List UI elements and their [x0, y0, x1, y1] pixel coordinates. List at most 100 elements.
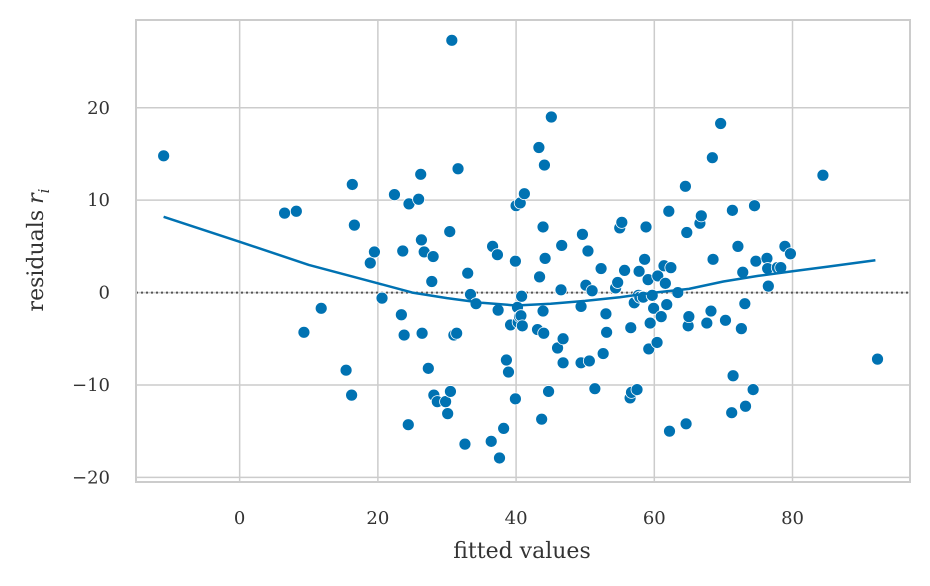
scatter-point	[556, 332, 570, 346]
scatter-point	[704, 304, 718, 318]
scatter-point	[596, 347, 610, 360]
scatter-point	[784, 247, 797, 261]
scatter-point	[748, 199, 761, 213]
scatter-point	[749, 254, 763, 268]
scatter-point	[415, 326, 429, 340]
x-tick-label: 80	[781, 508, 804, 529]
scatter-point	[650, 336, 664, 349]
scatter-point	[700, 316, 714, 330]
scatter-point	[401, 418, 415, 432]
plot-frame	[135, 19, 911, 483]
scatter-point	[726, 369, 740, 383]
scatter-point	[555, 239, 569, 252]
x-tick-label: 20	[366, 508, 389, 529]
scatter-point	[533, 270, 546, 284]
scatter-point	[594, 262, 608, 275]
scatter-point	[706, 252, 720, 266]
scatter-point	[538, 158, 551, 172]
scatter-point	[582, 354, 596, 368]
scatter-point	[554, 283, 568, 297]
scatter-point	[461, 266, 475, 280]
scatter-point	[297, 325, 311, 339]
scatter-point	[491, 248, 504, 262]
scatter-point	[278, 206, 291, 220]
scatter-point	[414, 167, 428, 181]
scatter-point	[450, 326, 464, 340]
scatter-point	[500, 353, 513, 367]
scatter-point	[497, 422, 511, 435]
scatter-point	[368, 245, 381, 259]
y-tick-label: 20	[87, 98, 110, 119]
scatter-point	[643, 316, 657, 330]
scatter-point	[444, 385, 457, 398]
scatter-point	[585, 284, 599, 298]
scatter-point	[375, 291, 389, 305]
scatter-point	[515, 319, 529, 333]
scatter-point	[658, 276, 672, 290]
scatter-point	[441, 407, 455, 421]
scatter-point	[739, 399, 752, 413]
scatter-point	[536, 220, 550, 234]
scatter-point	[630, 383, 644, 397]
scatter-point	[289, 204, 303, 218]
scatter-point	[624, 321, 638, 335]
scatter-point	[412, 192, 426, 206]
scatter-point	[535, 412, 549, 426]
scatter-point	[679, 179, 692, 193]
scatter-point	[425, 275, 439, 288]
scatter-point	[725, 203, 739, 217]
scatter-point	[705, 151, 719, 165]
y-axis-ticks: −20 −10 0 10 20	[72, 98, 110, 489]
scatter-point	[388, 188, 401, 202]
scatter-point	[719, 313, 732, 327]
scatter-points	[157, 33, 884, 465]
scatter-point	[458, 437, 472, 451]
scatter-point	[508, 254, 522, 268]
scatter-point	[581, 244, 595, 258]
scatter-point	[599, 307, 613, 321]
y-axis-title-var: r	[24, 192, 49, 204]
scatter-point	[816, 168, 830, 182]
scatter-point	[451, 162, 465, 176]
scatter-point	[615, 215, 629, 229]
scatter-point	[632, 264, 646, 278]
scatter-point	[731, 239, 745, 253]
smooth-curve	[163, 215, 876, 307]
y-axis-title-sub: i	[35, 188, 53, 193]
scatter-point	[502, 365, 515, 379]
scatter-point	[396, 244, 410, 258]
scatter-point	[363, 256, 377, 270]
scatter-point	[660, 298, 674, 311]
scatter-point	[394, 308, 408, 322]
scatter-point	[576, 227, 589, 241]
scatter-point	[682, 310, 696, 324]
scatter-point	[493, 451, 506, 465]
scatter-point	[508, 392, 522, 406]
y-axis-title: residuals ri	[24, 188, 53, 311]
scatter-point	[347, 218, 361, 232]
x-axis-ticks: 0 20 40 60 80	[234, 508, 804, 529]
scatter-point	[443, 225, 457, 238]
scatter-point	[654, 310, 668, 324]
scatter-point	[314, 301, 328, 315]
scatter-point	[734, 322, 748, 336]
scatter-point	[738, 297, 752, 311]
scatter-point	[491, 303, 505, 317]
y-tick-label: 0	[99, 283, 110, 304]
scatter-point	[421, 361, 435, 375]
scatter-point	[536, 304, 550, 318]
scatter-point	[556, 356, 570, 370]
scatter-point	[345, 388, 359, 402]
scatter-point	[725, 406, 739, 420]
x-axis-title: fitted values	[453, 539, 591, 564]
scatter-point	[611, 276, 625, 289]
scatter-point	[542, 385, 555, 398]
scatter-point	[484, 434, 498, 448]
scatter-point	[397, 328, 411, 342]
scatter-point	[339, 363, 353, 377]
scatter-point	[663, 424, 676, 438]
scatter-point	[679, 417, 693, 431]
x-tick-label: 60	[643, 508, 666, 529]
scatter-point	[714, 117, 728, 130]
